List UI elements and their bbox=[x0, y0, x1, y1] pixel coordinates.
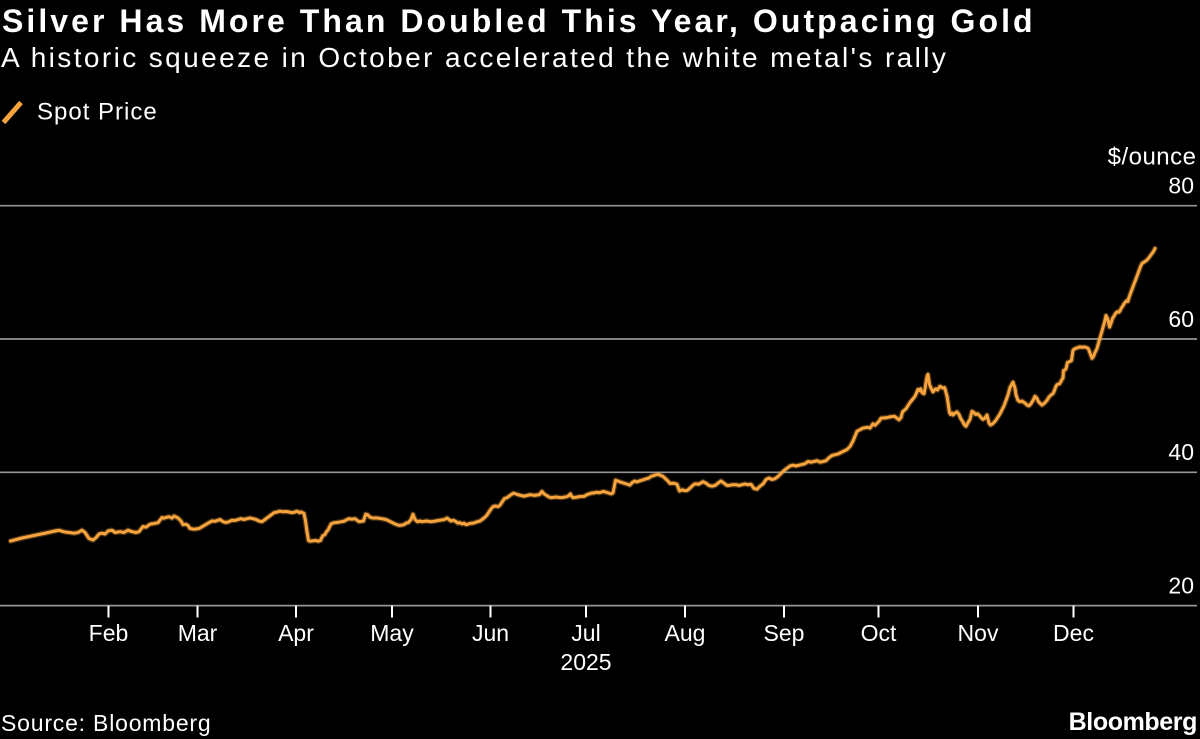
svg-text:Dec: Dec bbox=[1053, 620, 1094, 646]
svg-text:Spot Price: Spot Price bbox=[37, 99, 158, 126]
svg-text:Jul: Jul bbox=[571, 620, 600, 646]
svg-text:A historic squeeze in October: A historic squeeze in October accelerate… bbox=[1, 42, 948, 73]
svg-text:May: May bbox=[370, 620, 414, 646]
svg-text:80: 80 bbox=[1168, 173, 1194, 199]
svg-text:Mar: Mar bbox=[178, 620, 218, 646]
svg-text:Feb: Feb bbox=[89, 620, 129, 646]
svg-text:Silver Has More Than Doubled T: Silver Has More Than Doubled This Year, … bbox=[2, 3, 1036, 39]
svg-text:Source: Bloomberg: Source: Bloomberg bbox=[1, 710, 211, 736]
svg-text:Bloomberg: Bloomberg bbox=[1069, 708, 1197, 736]
svg-text:2025: 2025 bbox=[560, 649, 611, 675]
svg-text:Jun: Jun bbox=[472, 620, 509, 646]
svg-text:Apr: Apr bbox=[278, 620, 314, 646]
svg-text:$/ounce: $/ounce bbox=[1108, 144, 1197, 171]
svg-text:Aug: Aug bbox=[665, 620, 706, 646]
svg-text:Nov: Nov bbox=[958, 620, 999, 646]
svg-text:Oct: Oct bbox=[861, 620, 897, 646]
svg-text:40: 40 bbox=[1168, 439, 1194, 465]
svg-text:Sep: Sep bbox=[764, 620, 805, 646]
svg-text:20: 20 bbox=[1168, 572, 1194, 598]
svg-text:60: 60 bbox=[1168, 306, 1194, 332]
